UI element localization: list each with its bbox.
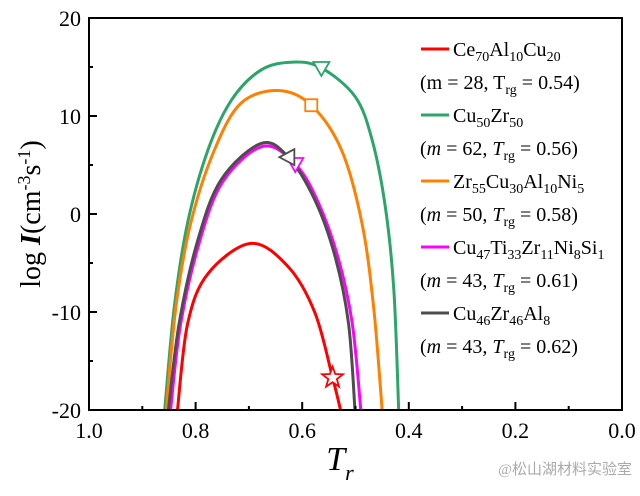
legend-params: (m = 62, Trg = 0.56) (420, 138, 578, 164)
legend-label: Ce70Al10Cu20 (453, 39, 561, 65)
legend-item: Ce70Al10Cu20 (m = 28, Trg = 0.54) (420, 39, 580, 98)
y-tick-label: -20 (52, 398, 81, 423)
marker-square (304, 98, 319, 113)
x-tick-label: 0.4 (395, 418, 423, 443)
legend-label: Cu46Zr46Al8 (453, 303, 550, 329)
x-axis-label: Tr (326, 441, 354, 485)
series-line-0 (175, 241, 343, 410)
marker-star (319, 364, 346, 389)
legend-label: Zr55Cu30Al10Ni5 (453, 171, 584, 197)
x-tick-label: 0.0 (608, 418, 636, 443)
legend-item: Cu50Zr50 (m = 62, Trg = 0.56) (420, 105, 578, 164)
legend-params: (m = 50, Trg = 0.58) (420, 204, 578, 230)
y-axis-label: log I(cm-3s-1) (14, 140, 47, 287)
marker-triangle-left (277, 147, 296, 167)
x-tick-label: 0.8 (182, 418, 210, 443)
series-line-2 (164, 89, 384, 410)
legend-label: Cu50Zr50 (453, 105, 523, 131)
y-tick-label: -10 (52, 300, 81, 325)
marker-triangle-down (311, 61, 331, 78)
legend-params: (m = 28, Trg = 0.54) (420, 72, 580, 98)
x-tick-label: 0.6 (288, 418, 316, 443)
legend-item: Cu46Zr46Al8 (m = 43, Trg = 0.62) (420, 303, 578, 362)
y-tick-label: 10 (59, 104, 81, 129)
series-line-1 (163, 60, 401, 410)
series-lines (163, 60, 401, 410)
legend-item: Cu47Ti33Zr11Ni8Si1 (m = 43, Trg = 0.61) (420, 237, 604, 296)
legend-item: Zr55Cu30Al10Ni5 (m = 50, Trg = 0.58) (420, 171, 584, 230)
legend-params: (m = 43, Trg = 0.62) (420, 336, 578, 362)
legend-label: Cu47Ti33Zr11Ni8Si1 (453, 237, 604, 263)
series-line-4 (166, 141, 357, 410)
y-tick-label: 0 (70, 202, 81, 227)
x-tick-label: 1.0 (75, 418, 103, 443)
y-axis-ticks: 20 10 0 -10 -20 (52, 6, 97, 423)
series-markers (277, 61, 346, 389)
series-line-3 (169, 144, 363, 410)
x-tick-label: 0.2 (502, 418, 530, 443)
legend-params: (m = 43, Trg = 0.61) (420, 270, 578, 296)
x-axis-ticks: 1.0 0.8 0.6 0.4 0.2 0.0 (75, 402, 636, 443)
watermark: @松山湖材料实验室 (498, 461, 632, 478)
y-tick-label: 20 (59, 6, 81, 31)
legend: Ce70Al10Cu20 (m = 28, Trg = 0.54) Cu50Zr50… (420, 39, 604, 362)
